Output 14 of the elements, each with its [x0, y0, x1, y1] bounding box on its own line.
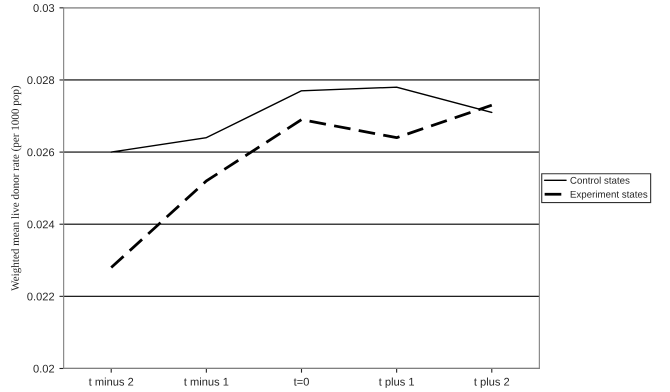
- y-tick-label: 0.022: [27, 292, 54, 300]
- x-tick-label: t plus 2: [474, 378, 510, 388]
- y-tick-label: 0.024: [27, 220, 54, 228]
- y-tick-label: 0.02: [33, 364, 54, 373]
- y-tick-label: 0.026: [27, 148, 54, 156]
- x-tick-label: t minus 2: [88, 378, 134, 386]
- legend-label: Experiment states: [570, 190, 648, 200]
- y-tick-label: 0.03: [33, 4, 54, 12]
- x-tick-label: t=0: [294, 378, 309, 386]
- x-tick-label: t plus 1: [378, 378, 414, 388]
- y-tick-label: 0.028: [27, 76, 54, 84]
- y-axis-title: Weighted mean live donor rate (per 1000 pop): [11, 86, 22, 291]
- legend-label: Control states: [570, 176, 630, 184]
- x-tick-label: t minus 1: [184, 378, 228, 386]
